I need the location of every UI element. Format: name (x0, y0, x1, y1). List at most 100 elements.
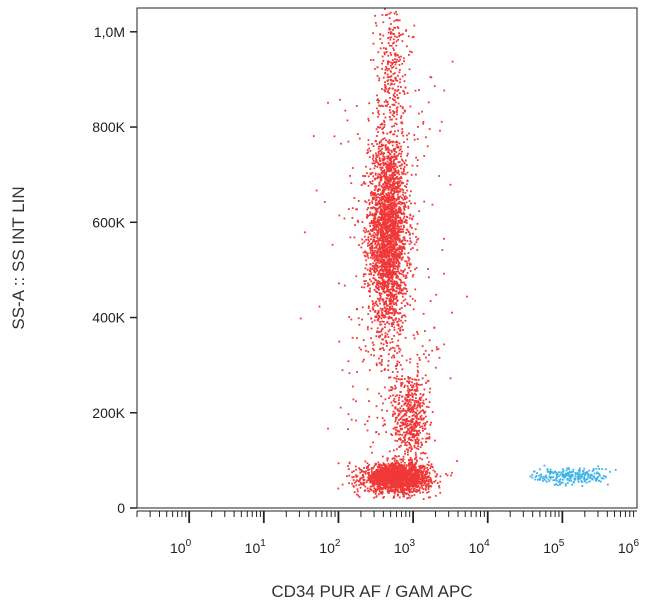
data-point (384, 261, 387, 264)
data-point (374, 311, 376, 313)
data-point (392, 354, 395, 357)
data-point (418, 482, 421, 485)
data-point (394, 187, 397, 190)
data-point (384, 273, 387, 275)
data-point (378, 357, 380, 360)
data-point (378, 483, 380, 486)
data-point (370, 238, 372, 240)
data-point (414, 451, 417, 454)
data-point (398, 182, 400, 185)
data-point (391, 325, 393, 327)
data-point (406, 385, 409, 387)
data-point (394, 210, 397, 213)
data-point (412, 274, 415, 276)
data-point (405, 464, 408, 466)
data-point (434, 470, 436, 473)
data-point (382, 219, 385, 222)
data-point (387, 180, 389, 182)
data-point (370, 477, 373, 479)
data-point (387, 353, 390, 356)
data-point (386, 297, 389, 300)
data-point (420, 443, 423, 446)
data-point (376, 282, 379, 285)
data-point (387, 201, 390, 204)
data-point (398, 219, 400, 222)
data-point (429, 478, 432, 480)
data-point (407, 479, 410, 482)
data-point (364, 175, 367, 178)
data-point (393, 190, 396, 193)
data-point (378, 181, 381, 184)
data-point (379, 307, 382, 310)
data-point (414, 441, 417, 444)
data-point (384, 463, 387, 466)
data-point (395, 151, 398, 154)
data-point (395, 302, 397, 305)
data-point (397, 190, 399, 192)
data-point (376, 465, 379, 468)
data-point (387, 470, 390, 472)
data-point (391, 194, 394, 197)
data-point (390, 242, 393, 245)
data-point (413, 426, 416, 429)
data-point (388, 282, 390, 285)
data-point (362, 175, 364, 177)
data-point (402, 329, 404, 331)
data-point (392, 140, 395, 143)
data-point (387, 254, 390, 257)
data-point (386, 155, 389, 158)
data-point (379, 149, 382, 152)
data-point (391, 165, 394, 168)
data-point (391, 473, 394, 476)
data-point (375, 300, 378, 303)
data-point (434, 479, 437, 482)
data-point (399, 473, 401, 476)
data-point (412, 232, 414, 235)
data-point (396, 481, 399, 484)
data-point (375, 209, 378, 212)
data-point (375, 185, 378, 188)
data-point (371, 321, 374, 324)
data-point (371, 466, 373, 469)
data-point (431, 466, 434, 469)
data-point (373, 214, 375, 217)
data-point (353, 491, 356, 493)
data-point (406, 481, 409, 483)
data-point (385, 281, 388, 283)
data-point (391, 292, 393, 295)
data-point (384, 282, 386, 284)
data-point (387, 204, 390, 206)
data-point (400, 468, 403, 470)
data-point (384, 144, 387, 147)
data-point (370, 249, 373, 252)
data-point (417, 379, 420, 381)
data-point (393, 356, 396, 359)
data-point (381, 128, 384, 130)
data-point (389, 471, 391, 474)
data-point (387, 240, 390, 243)
data-point (420, 414, 423, 417)
data-point (425, 479, 428, 481)
data-point (375, 203, 378, 205)
data-point (382, 196, 385, 199)
data-point (373, 225, 376, 228)
data-point (388, 185, 390, 188)
data-point (372, 158, 374, 160)
data-point (403, 60, 405, 63)
data-point (375, 213, 378, 216)
data-point (390, 210, 392, 213)
data-point (403, 461, 406, 464)
data-point (359, 471, 362, 474)
data-point (401, 470, 404, 473)
data-point (404, 402, 406, 404)
data-point (397, 292, 400, 295)
data-point (411, 433, 414, 436)
data-point (374, 214, 377, 217)
data-point (409, 423, 411, 426)
data-point (364, 471, 367, 474)
data-point (404, 398, 407, 401)
data-point (389, 299, 392, 302)
data-point (399, 228, 401, 231)
data-point (396, 468, 399, 471)
data-point (382, 260, 385, 263)
